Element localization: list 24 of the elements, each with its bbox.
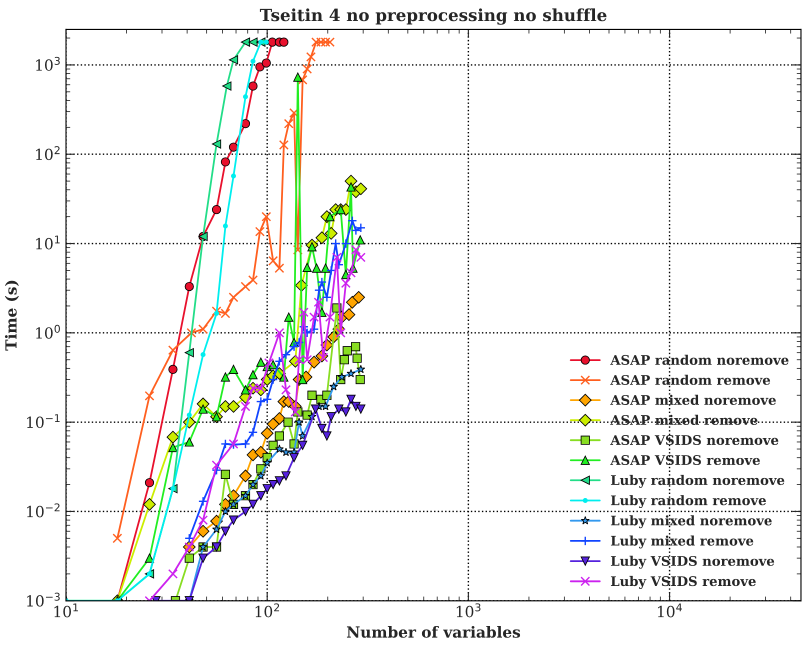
- legend-label: ASAP VSIDS noremove: [610, 435, 778, 446]
- legend-label: Luby random remove: [610, 495, 766, 508]
- legend-label: ASAP random remove: [610, 374, 770, 385]
- chart-title: Tseitin 4 no preprocessing no shuffle: [260, 8, 606, 25]
- y-tick-label: 10$^{2}$: [36, 146, 60, 160]
- legend-label: Luby random noremove: [610, 474, 784, 488]
- y-axis-title: Time (s): [4, 280, 19, 351]
- y-tick-label: 10$^{1}$: [36, 236, 60, 250]
- legend-label: Luby VSIDS noremove: [610, 556, 774, 569]
- x-tick-label: 10$^{4}$: [658, 603, 682, 618]
- y-tick-label: 10$^{−1}$: [27, 414, 60, 428]
- legend-label: ASAP mixed remove: [610, 414, 758, 425]
- legend-label: ASAP mixed noremove: [610, 394, 776, 405]
- y-tick-label: 10$^{3}$: [36, 56, 60, 71]
- y-tick-label: 10$^{−2}$: [27, 503, 60, 518]
- legend-label: Luby mixed noremove: [610, 515, 772, 528]
- legend-label: ASAP random noremove: [610, 354, 788, 365]
- y-tick-label: 10$^{0}$: [36, 324, 60, 339]
- legend-label: ASAP VSIDS remove: [610, 455, 760, 466]
- x-axis-title: Number of variables: [346, 626, 520, 638]
- legend-label: Luby VSIDS remove: [610, 576, 756, 589]
- legend-label: Luby mixed remove: [610, 536, 754, 548]
- x-tick-label: 10$^{3}$: [456, 603, 480, 618]
- x-tick-label: 10$^{2}$: [256, 603, 280, 618]
